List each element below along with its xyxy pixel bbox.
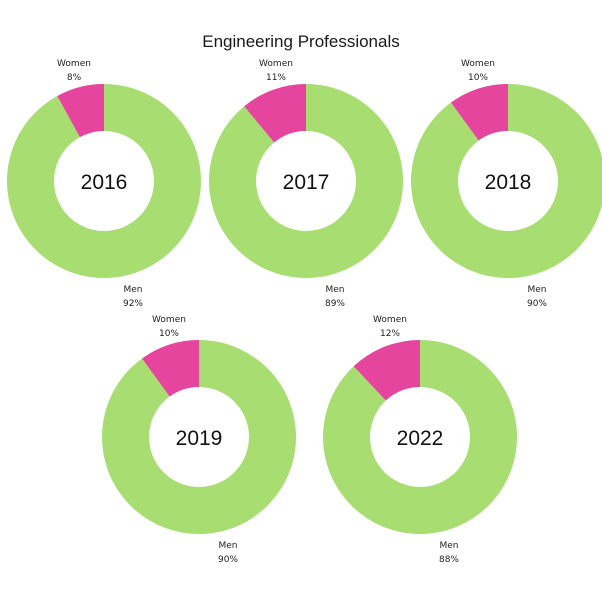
slice-women xyxy=(141,340,199,397)
slice-men xyxy=(208,84,403,278)
center-label: 2018 xyxy=(485,171,532,194)
slice-women xyxy=(244,84,306,143)
men-label: Men xyxy=(439,541,458,551)
women-label: Women xyxy=(57,59,91,69)
men-value-label: 89% xyxy=(325,299,345,309)
donut-chart-2016: 2016 Women 8% Men 92% xyxy=(6,59,201,309)
women-label: Women xyxy=(373,315,407,325)
women-label: Women xyxy=(259,59,293,69)
center-label: 2022 xyxy=(397,427,444,450)
slice-men xyxy=(101,340,296,534)
men-value-label: 90% xyxy=(218,555,238,565)
women-value-label: 11% xyxy=(266,73,286,83)
men-value-label: 90% xyxy=(527,299,547,309)
slice-men xyxy=(322,340,517,534)
slice-men xyxy=(6,84,201,278)
women-value-label: 10% xyxy=(468,73,488,83)
women-value-label: 8% xyxy=(67,73,82,83)
men-label: Men xyxy=(218,541,237,551)
slice-women xyxy=(450,84,508,141)
women-label: Women xyxy=(152,315,186,325)
charts-group: 2016 Women 8% Men 92% 2017 Women 11% Men 89% 2018 W… xyxy=(6,59,602,565)
women-value-label: 10% xyxy=(159,329,179,339)
slice-women xyxy=(57,84,104,138)
chart-title: Engineering Professionals xyxy=(202,32,400,51)
women-label: Women xyxy=(461,59,495,69)
men-label: Men xyxy=(527,285,546,295)
men-value-label: 92% xyxy=(123,299,143,309)
center-label: 2016 xyxy=(81,171,128,194)
men-label: Men xyxy=(123,285,142,295)
center-label: 2019 xyxy=(176,427,223,450)
donut-chart-2018: 2018 Women 10% Men 90% xyxy=(411,59,602,309)
slice-women xyxy=(353,340,420,401)
donut-chart-2022: 2022 Women 12% Men 88% xyxy=(322,315,517,565)
donut-chart-2017: 2017 Women 11% Men 89% xyxy=(208,59,403,309)
center-label: 2017 xyxy=(283,171,330,194)
donut-chart-2019: 2019 Women 10% Men 90% xyxy=(101,315,296,565)
slice-men xyxy=(411,84,602,278)
women-value-label: 12% xyxy=(380,329,400,339)
men-label: Men xyxy=(325,285,344,295)
men-value-label: 88% xyxy=(439,555,459,565)
